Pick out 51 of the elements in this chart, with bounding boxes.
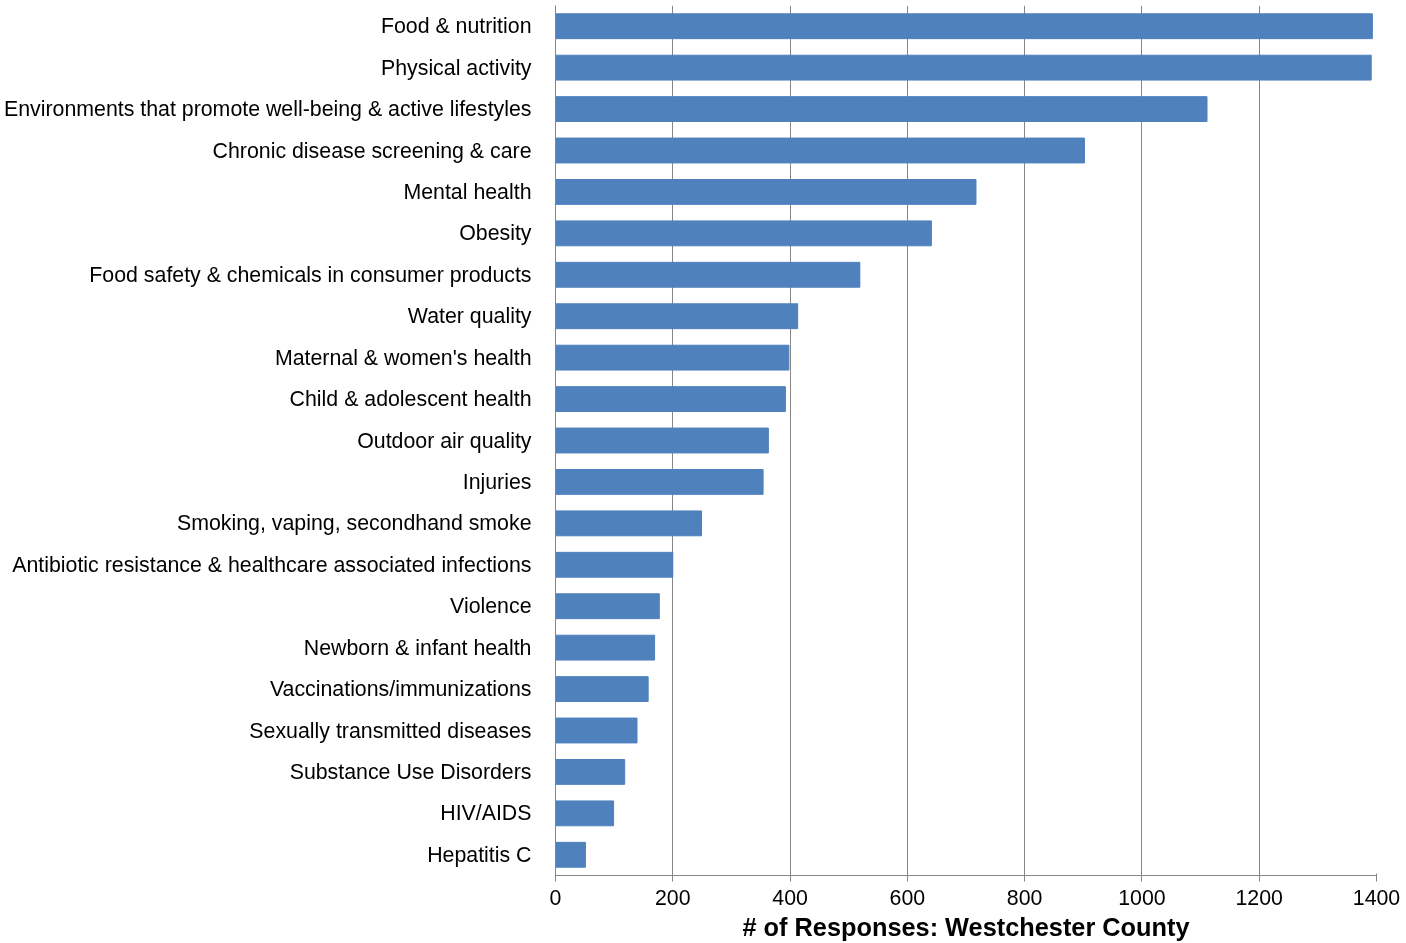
y-tick-label: HIV/AIDS	[440, 801, 532, 826]
y-tick-label: Water quality	[407, 304, 532, 329]
y-tick-label: Smoking, vaping, secondhand smoke	[177, 511, 532, 536]
y-tick-label: Antibiotic resistance & healthcare associated infections	[12, 552, 532, 577]
y-tick-label: Environments that promote well-being & active lifestyles	[3, 97, 532, 122]
x-tick-label: 0	[549, 885, 562, 910]
bar	[555, 427, 769, 454]
bar	[555, 96, 1208, 122]
y-tick-label: Sexually transmitted diseases	[249, 718, 532, 743]
bar	[555, 386, 786, 412]
y-tick-label: Maternal & women's health	[274, 345, 532, 370]
y-tick-label: Outdoor air quality	[357, 428, 532, 453]
bar	[555, 717, 638, 744]
bar	[555, 137, 1085, 164]
y-tick-label: Newborn & infant health	[303, 635, 532, 660]
x-tick-label: 1400	[1352, 885, 1401, 910]
bar	[555, 469, 764, 495]
bar	[555, 261, 861, 288]
y-tick-label: Food safety & chemicals in consumer products	[89, 262, 532, 287]
x-tick-label: 1200	[1235, 885, 1284, 910]
x-tick-label: 800	[1006, 885, 1043, 910]
bar	[555, 510, 703, 537]
bar	[555, 54, 1372, 81]
y-tick-label: Substance Use Disorders	[289, 759, 532, 784]
y-tick-label: Vaccinations/immunizations	[269, 677, 532, 702]
bar	[555, 13, 1373, 40]
y-tick-label: Injuries	[462, 469, 532, 494]
y-tick-label: Violence	[450, 594, 532, 619]
bar	[555, 551, 674, 578]
bar	[555, 303, 799, 330]
y-tick-label: Physical activity	[380, 55, 532, 80]
y-tick-label: Food & nutrition	[380, 14, 532, 39]
bar	[555, 841, 586, 868]
bar	[555, 759, 626, 785]
y-tick-label: Hepatitis C	[427, 842, 532, 867]
bar	[555, 344, 790, 371]
bar	[555, 220, 932, 247]
x-tick-label: 1000	[1118, 885, 1166, 910]
y-tick-label: Mental health	[403, 179, 532, 204]
bar	[555, 634, 656, 661]
y-tick-label: Child & adolescent health	[289, 387, 532, 412]
y-tick-label: Chronic disease screening & care	[212, 138, 532, 163]
bar	[555, 593, 660, 620]
bar	[555, 179, 977, 205]
x-tick-label: 600	[889, 885, 926, 910]
x-tick-label: 400	[772, 885, 808, 910]
x-axis-title: # of Responses: Westchester County	[742, 912, 1190, 941]
bar	[555, 676, 649, 702]
y-tick-label: Obesity	[459, 221, 532, 246]
bar	[555, 800, 615, 827]
x-tick-label: 200	[654, 885, 691, 910]
